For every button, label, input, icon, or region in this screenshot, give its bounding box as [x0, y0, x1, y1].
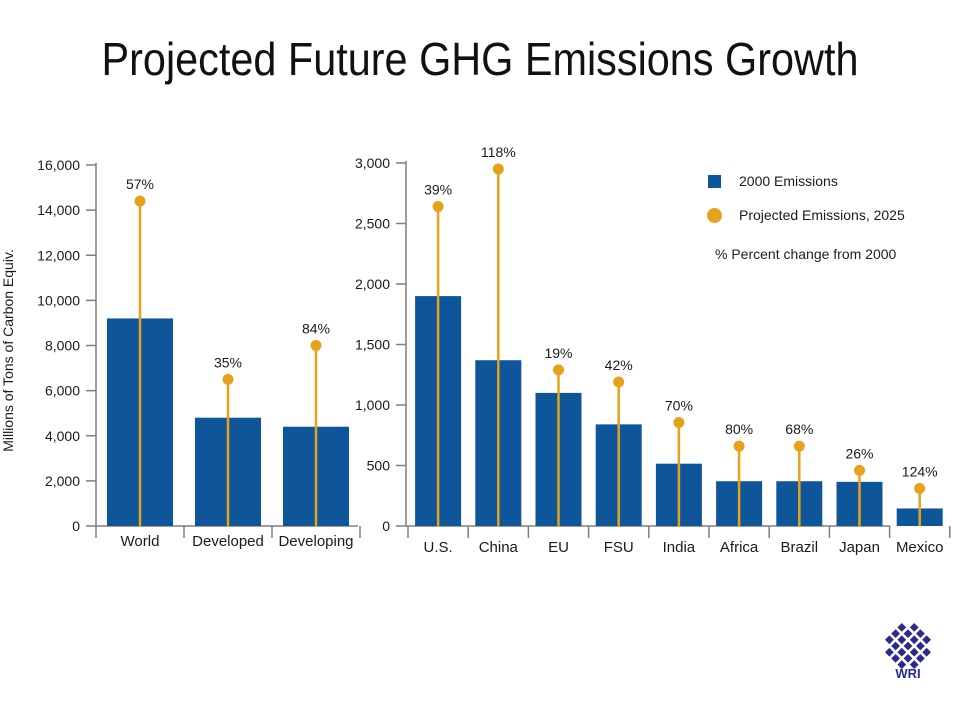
right-chart-y-tick-label: 2,000 — [355, 276, 390, 292]
point-world — [134, 195, 146, 207]
legend-circle-swatch — [707, 208, 722, 223]
percent-label-developing: 84% — [302, 321, 330, 337]
category-label-brazil: Brazil — [781, 539, 819, 556]
left-chart-y-tick-label: 4,000 — [45, 428, 80, 444]
percent-label-developed: 35% — [214, 354, 242, 370]
legend-label: Projected Emissions, 2025 — [739, 207, 905, 223]
category-label-developed: Developed — [192, 533, 264, 550]
left-chart-y-tick-label: 0 — [72, 518, 80, 534]
left-chart: 0 2,000 4,000 6,000 8,000 10,000 12,000 14,000 1… — [0, 157, 361, 550]
point-developing — [310, 340, 322, 351]
logo-diamond — [897, 635, 907, 645]
point-u-s — [432, 201, 444, 213]
logo-diamond — [885, 635, 894, 645]
category-label-developing: Developing — [278, 533, 353, 550]
left-chart-y-tick-label: 6,000 — [45, 383, 80, 399]
category-label-japan: Japan — [839, 539, 880, 556]
percent-label-fsu: 42% — [605, 357, 633, 373]
legend-square-swatch — [708, 175, 721, 188]
point-developed — [222, 373, 234, 385]
logo-diamond — [891, 641, 900, 651]
point-eu — [553, 364, 564, 376]
left-chart-y-tick-label: 12,000 — [37, 247, 80, 263]
right-chart-y-tick-label: 3,000 — [355, 155, 390, 171]
right-chart-y-tick-label: 0 — [382, 518, 390, 534]
left-chart-y-tick-label: 10,000 — [37, 292, 80, 308]
percent-label-japan: 26% — [845, 445, 873, 461]
page-title: Projected Future GHG Emissions Growth — [101, 33, 859, 85]
left-chart-y-axis-title: Millions of Tons of Carbon Equiv. — [0, 249, 16, 452]
logo-diamond — [885, 647, 894, 657]
legend-label: 2000 Emissions — [739, 173, 838, 189]
right-chart-y-tick-label: 1,500 — [355, 337, 390, 353]
percent-label-mexico: 124% — [902, 463, 938, 479]
point-brazil — [793, 440, 805, 452]
logo-diamond — [909, 635, 919, 645]
logo-diamond — [891, 654, 900, 663]
percent-label-china: 118% — [481, 144, 516, 160]
logo-diamond — [909, 623, 919, 632]
point-japan — [854, 464, 865, 476]
logo-diamond — [897, 623, 907, 632]
percent-label-africa: 80% — [725, 421, 753, 437]
point-fsu — [613, 376, 625, 388]
category-label-china: China — [479, 539, 519, 556]
point-india — [673, 417, 685, 429]
logo-diamond — [909, 647, 919, 657]
category-label-mexico: Mexico — [896, 539, 944, 556]
left-chart-y-tick-label: 2,000 — [45, 473, 80, 489]
percent-label-world: 57% — [126, 176, 154, 192]
logo-diamond — [916, 629, 925, 638]
logo-diamond — [903, 654, 913, 663]
right-chart-y-tick-label: 2,500 — [355, 216, 390, 232]
left-chart-y-tick-label: 14,000 — [37, 202, 80, 218]
category-label-fsu: FSU — [604, 539, 634, 556]
point-china — [492, 163, 504, 175]
logo-diamond — [916, 654, 925, 663]
category-label-world: World — [121, 533, 160, 550]
logo-diamond — [922, 635, 931, 645]
legend-note: % Percent change from 2000 — [715, 246, 897, 262]
logo-diamond — [903, 641, 913, 651]
wri-logo-text: WRI — [895, 666, 921, 681]
percent-label-eu: 19% — [544, 345, 572, 361]
logo-diamond — [916, 641, 925, 651]
logo-diamond — [897, 647, 907, 657]
left-chart-y-tick-label: 8,000 — [45, 338, 80, 354]
logo-diamond — [909, 660, 919, 669]
category-label-africa: Africa — [720, 539, 759, 556]
right-chart-y-tick-label: 1,000 — [355, 397, 390, 413]
right-chart: 0 500 1,000 1,500 2,000 2,500 3,000 39% U.S. 118%… — [355, 144, 951, 556]
percent-label-u-s: 39% — [424, 182, 452, 198]
percent-label-brazil: 68% — [785, 421, 813, 437]
logo-diamond — [922, 647, 931, 657]
logo-diamond — [891, 629, 900, 638]
percent-label-india: 70% — [665, 398, 693, 414]
category-label-india: India — [663, 539, 696, 556]
category-label-u-s: U.S. — [424, 539, 453, 556]
category-label-eu: EU — [548, 539, 569, 556]
point-africa — [733, 440, 745, 452]
logo-diamond — [897, 660, 907, 669]
left-chart-y-tick-label: 16,000 — [37, 157, 80, 173]
point-mexico — [914, 482, 926, 494]
wri-logo-icon — [885, 623, 931, 669]
right-chart-y-tick-label: 500 — [367, 458, 391, 474]
logo-diamond — [903, 629, 913, 638]
